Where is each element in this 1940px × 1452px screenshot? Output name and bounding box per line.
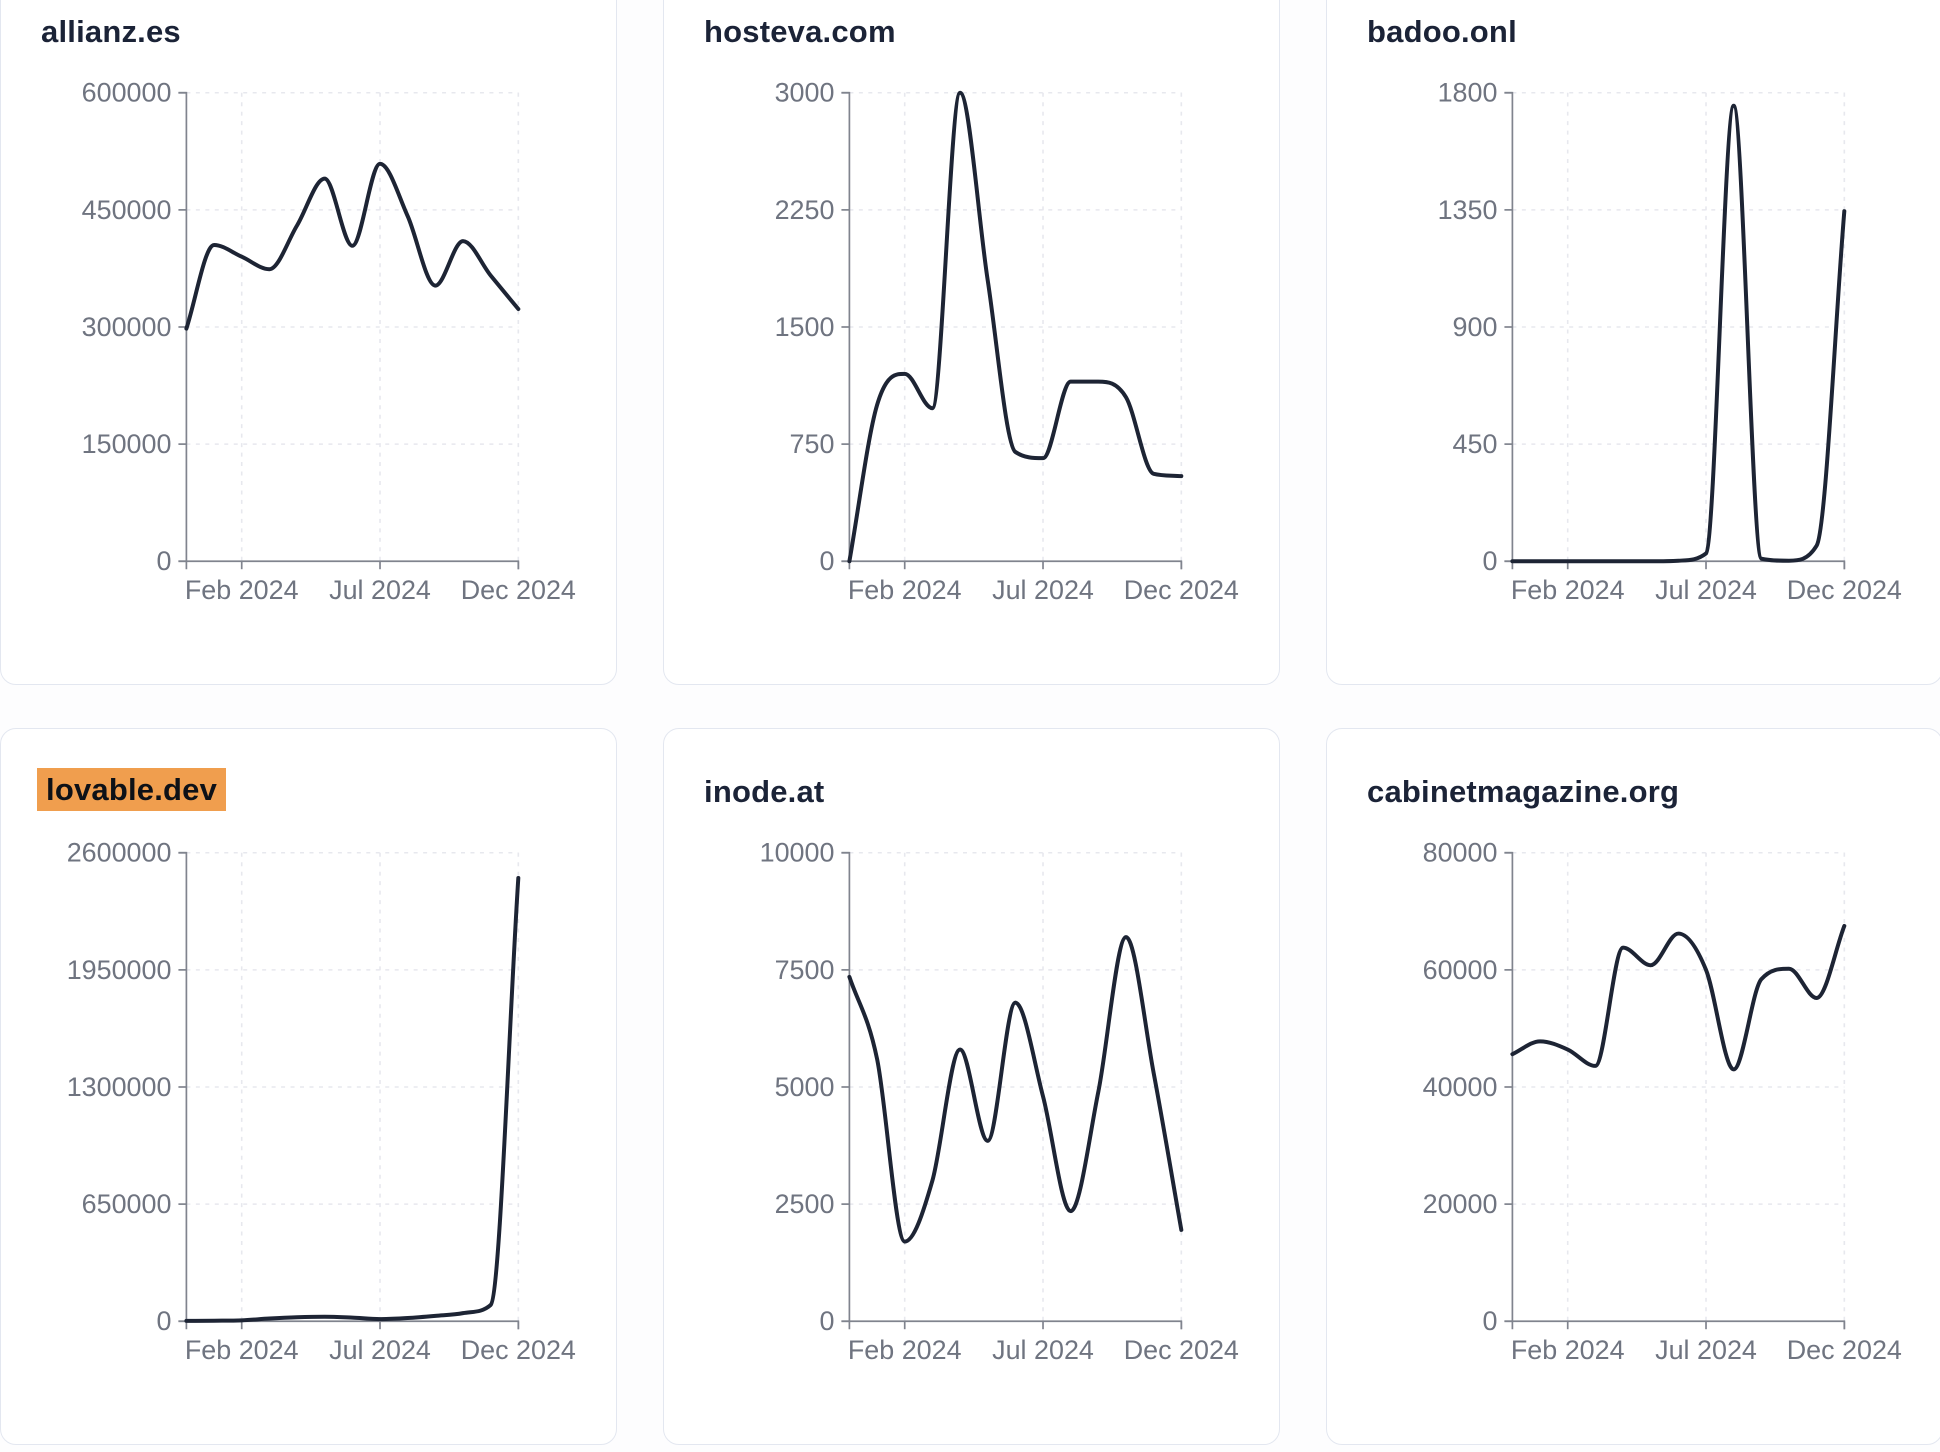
y-tick-label: 0: [1482, 1306, 1497, 1336]
y-tick-label: 0: [156, 1306, 171, 1336]
x-tick-label: Feb 2024: [185, 575, 299, 605]
y-tick-label: 450000: [82, 195, 172, 225]
x-tick-label: Dec 2024: [1124, 1335, 1239, 1365]
chart-card-lovable-dev: lovable.dev 0 650000 1300000 1950000 2600000…: [0, 728, 617, 1445]
y-tick-label: 60000: [1423, 955, 1498, 985]
x-tick-label: Feb 2024: [1511, 1335, 1625, 1365]
y-tick-label: 2250: [775, 195, 835, 225]
x-tick-label: Dec 2024: [461, 575, 576, 605]
x-tick-label: Jul 2024: [329, 575, 431, 605]
y-tick-label: 2600000: [67, 838, 172, 868]
chart-title: inode.at: [704, 773, 824, 811]
y-tick-label: 750: [790, 429, 835, 459]
x-tick-label: Dec 2024: [461, 1335, 576, 1365]
y-tick-label: 0: [156, 546, 171, 576]
y-tick-label: 80000: [1423, 838, 1498, 868]
y-tick-label: 0: [819, 546, 834, 576]
domain-label: allianz.es: [41, 14, 181, 49]
domain-label: badoo.onl: [1367, 14, 1517, 49]
x-tick-label: Jul 2024: [329, 1335, 431, 1365]
line-chart: 0 650000 1300000 1950000 2600000 Feb 2024 Jul …: [67, 838, 576, 1365]
x-tick-label: Feb 2024: [1511, 575, 1625, 605]
line-chart: 0 750 1500 2250 3000 Feb 2024 Jul 2024 Dec 2024: [775, 78, 1239, 605]
x-tick-label: Jul 2024: [992, 575, 1094, 605]
x-tick-label: Dec 2024: [1787, 1335, 1902, 1365]
chart-title: badoo.onl: [1367, 13, 1517, 51]
x-tick-label: Dec 2024: [1124, 575, 1239, 605]
y-tick-label: 600000: [82, 78, 172, 108]
y-tick-label: 0: [1482, 546, 1497, 576]
chart-card-allianz-es: allianz.es 0 150000 300000 450000 600000 Feb …: [0, 0, 617, 685]
y-tick-label: 10000: [760, 838, 835, 868]
line-chart: 0 20000 40000 60000 80000 Feb 2024 Jul 2024 Dec…: [1423, 838, 1902, 1365]
line-chart: 0 150000 300000 450000 600000 Feb 2024 Jul 202…: [82, 78, 576, 605]
y-tick-label: 1950000: [67, 955, 172, 985]
domain-label: hosteva.com: [704, 14, 896, 49]
x-tick-label: Feb 2024: [848, 1335, 962, 1365]
y-tick-label: 900: [1453, 312, 1498, 342]
x-tick-label: Jul 2024: [1655, 1335, 1757, 1365]
chart-card-cabinetmagazine-org: cabinetmagazine.org 0 20000 40000 60000 8000…: [1326, 728, 1940, 1445]
y-tick-label: 5000: [775, 1072, 835, 1102]
y-tick-label: 7500: [775, 955, 835, 985]
chart-card-inode-at: inode.at 0 2500 5000 7500 10000 Feb 2024 Jul 2…: [663, 728, 1280, 1445]
y-tick-label: 300000: [82, 312, 172, 342]
y-tick-label: 1350: [1438, 195, 1498, 225]
x-tick-label: Dec 2024: [1787, 575, 1902, 605]
line-chart: 0 450 900 1350 1800 Feb 2024 Jul 2024 Dec 2024: [1438, 78, 1902, 605]
chart-card-hosteva-com: hosteva.com 0 750 1500 2250 3000 Feb 2024 Jul …: [663, 0, 1280, 685]
y-tick-label: 0: [819, 1306, 834, 1336]
domain-label: cabinetmagazine.org: [1367, 774, 1680, 809]
y-tick-label: 150000: [82, 429, 172, 459]
y-tick-label: 2500: [775, 1189, 835, 1219]
x-tick-label: Feb 2024: [848, 575, 962, 605]
domain-label: inode.at: [704, 774, 825, 809]
chart-title: allianz.es: [41, 13, 181, 51]
chart-title: cabinetmagazine.org: [1367, 773, 1679, 811]
chart-card-badoo-onl: badoo.onl 0 450 900 1350 1800 Feb 2024 Jul 202…: [1326, 0, 1940, 685]
domain-label-highlighted: lovable.dev: [37, 768, 227, 811]
y-tick-label: 450: [1453, 429, 1498, 459]
y-tick-label: 1800: [1438, 78, 1498, 108]
y-tick-label: 1500: [775, 312, 835, 342]
chart-title: hosteva.com: [704, 13, 896, 51]
x-tick-label: Jul 2024: [992, 1335, 1094, 1365]
y-tick-label: 1300000: [67, 1072, 172, 1102]
x-tick-label: Jul 2024: [1655, 575, 1757, 605]
chart-title: lovable.dev: [37, 768, 227, 811]
x-tick-label: Feb 2024: [185, 1335, 299, 1365]
y-tick-label: 40000: [1423, 1072, 1498, 1102]
y-tick-label: 650000: [82, 1189, 172, 1219]
y-tick-label: 20000: [1423, 1189, 1498, 1219]
line-chart: 0 2500 5000 7500 10000 Feb 2024 Jul 2024 Dec 20…: [760, 838, 1239, 1365]
y-tick-label: 3000: [775, 78, 835, 108]
